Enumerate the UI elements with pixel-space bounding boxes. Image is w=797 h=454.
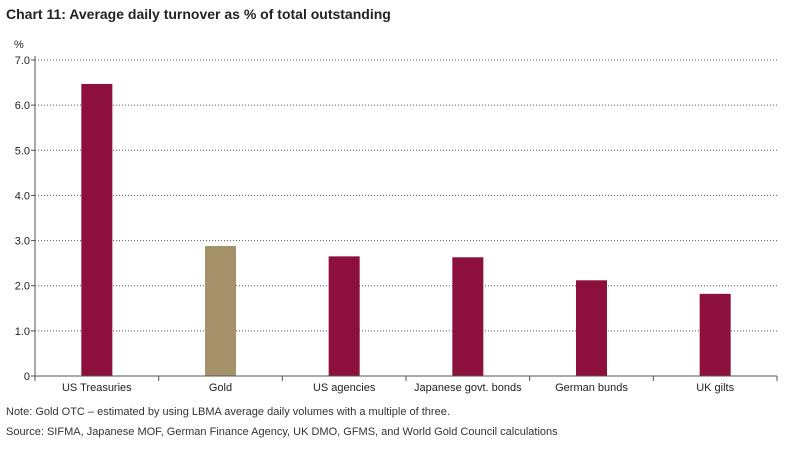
bar — [699, 293, 731, 376]
bar — [452, 257, 484, 376]
grid-layer: 0 1.0 2.0 3.0 4.0 5.0 6.0 7.0 — [15, 55, 777, 383]
y-axis-unit-label: % — [14, 39, 24, 51]
y-tick-label: 2.0 — [15, 281, 30, 293]
y-tick-label: 4.0 — [15, 190, 30, 202]
chart-note: Note: Gold OTC – estimated by using LBMA… — [6, 406, 450, 418]
x-tick-label: Gold — [209, 382, 232, 394]
chart-title: Chart 11: Average daily turnover as % of… — [6, 6, 391, 22]
y-tick-label: 0 — [24, 371, 30, 383]
x-tick-label: Japanese govt. bonds — [414, 382, 522, 394]
x-tick-label: US agencies — [313, 382, 376, 394]
bars-layer — [81, 83, 731, 376]
bar — [328, 256, 360, 376]
x-tick-label: US Treasuries — [62, 382, 132, 394]
y-tick-label: 6.0 — [15, 100, 30, 112]
axes-layer: US Treasuries Gold US agencies Japanese gov… — [34, 56, 778, 394]
bar — [576, 280, 607, 376]
y-tick-label: 3.0 — [15, 236, 30, 248]
x-tick-label: UK gilts — [696, 382, 734, 394]
y-tick-label: 1.0 — [15, 326, 30, 338]
chart-source: Source: SIFMA, Japanese MOF, German Fina… — [6, 426, 558, 438]
x-tick-label: German bunds — [555, 382, 628, 394]
y-tick-label: 7.0 — [15, 55, 30, 67]
bar — [205, 245, 236, 376]
bar — [81, 83, 113, 376]
y-tick-label: 5.0 — [15, 145, 30, 157]
bar-chart: 0 1.0 2.0 3.0 4.0 5.0 6.0 7.0 US Treasuries Gold… — [14, 39, 778, 394]
